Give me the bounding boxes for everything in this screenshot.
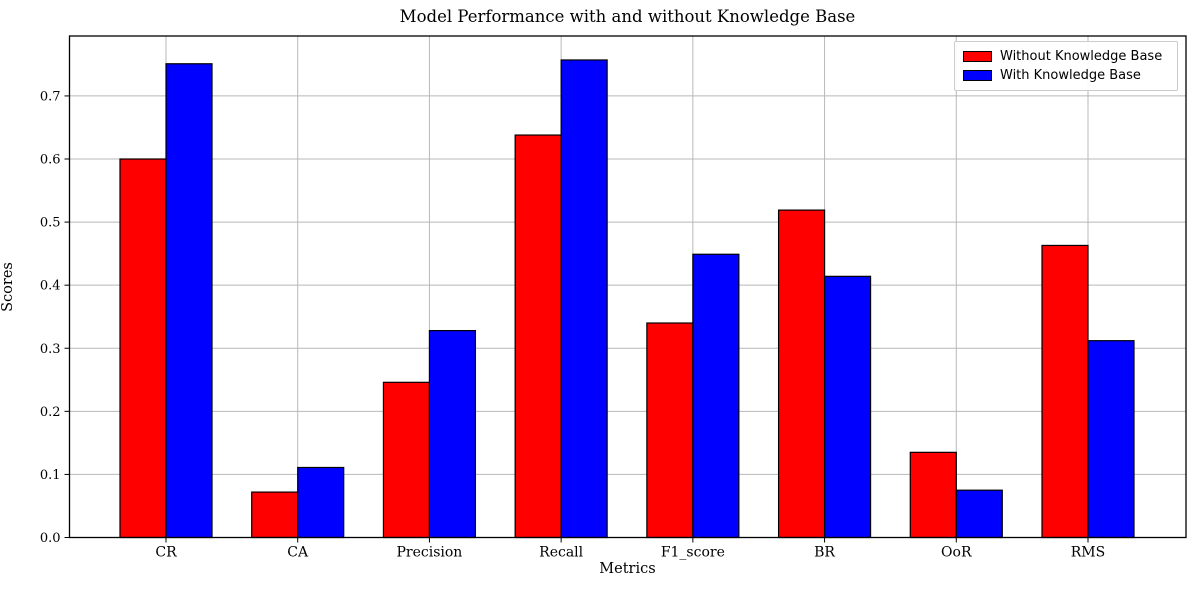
x-tick-label: CA bbox=[287, 545, 309, 561]
bar-precision-with-kb bbox=[428, 329, 477, 539]
y-tick-label: 0.6 bbox=[40, 153, 61, 168]
x-tick-label: OoR bbox=[941, 545, 972, 561]
y-tick-label: 0.5 bbox=[40, 216, 61, 231]
x-tick-label: Recall bbox=[539, 545, 583, 561]
legend: Without Knowledge Base With Knowledge Ba… bbox=[954, 41, 1178, 91]
x-axis-label: Metrics bbox=[599, 561, 656, 577]
x-tick-label: RMS bbox=[1071, 545, 1105, 561]
y-axis-label: Scores bbox=[0, 262, 16, 312]
bar-oor-without-kb bbox=[909, 451, 957, 539]
y-tick-label: 0.4 bbox=[40, 279, 61, 294]
bar-recall-with-kb bbox=[560, 59, 608, 539]
bar-precision-without-kb bbox=[382, 381, 431, 539]
bar-br-without-kb bbox=[777, 209, 826, 539]
legend-label-without-kb: Without Knowledge Base bbox=[1000, 49, 1163, 64]
bar-br-with-kb bbox=[823, 275, 872, 539]
bar-f1_score-without-kb bbox=[646, 322, 694, 539]
y-tick-label: 0.0 bbox=[40, 531, 61, 546]
chart-title: Model Performance with and without Knowl… bbox=[399, 7, 856, 26]
bar-ca-without-kb bbox=[251, 491, 299, 539]
x-tick-label: Precision bbox=[397, 545, 463, 561]
bar-rms-with-kb bbox=[1087, 340, 1135, 539]
legend-label-with-kb: With Knowledge Base bbox=[1000, 68, 1141, 83]
legend-swatch-with-kb bbox=[963, 70, 992, 81]
bar-recall-without-kb bbox=[514, 134, 562, 539]
bar-f1_score-with-kb bbox=[692, 253, 740, 539]
y-tick-label: 0.3 bbox=[40, 342, 61, 357]
x-tick-label: F1_score bbox=[661, 545, 725, 561]
y-tick-label: 0.1 bbox=[40, 468, 61, 483]
bar-cr-without-kb bbox=[119, 158, 167, 539]
x-tick-label: BR bbox=[814, 545, 835, 561]
legend-item: With Knowledge Base bbox=[963, 66, 1169, 85]
y-tick-label: 0.2 bbox=[40, 405, 61, 420]
legend-item: Without Knowledge Base bbox=[963, 47, 1169, 66]
bar-ca-with-kb bbox=[297, 466, 345, 539]
x-tick-label: CR bbox=[155, 545, 177, 561]
plot-border bbox=[68, 35, 1187, 539]
bar-cr-with-kb bbox=[165, 63, 213, 539]
bar-rms-without-kb bbox=[1041, 244, 1089, 539]
legend-swatch-without-kb bbox=[963, 51, 992, 62]
bar-oor-with-kb bbox=[955, 489, 1003, 539]
y-tick-label: 0.7 bbox=[40, 89, 61, 104]
